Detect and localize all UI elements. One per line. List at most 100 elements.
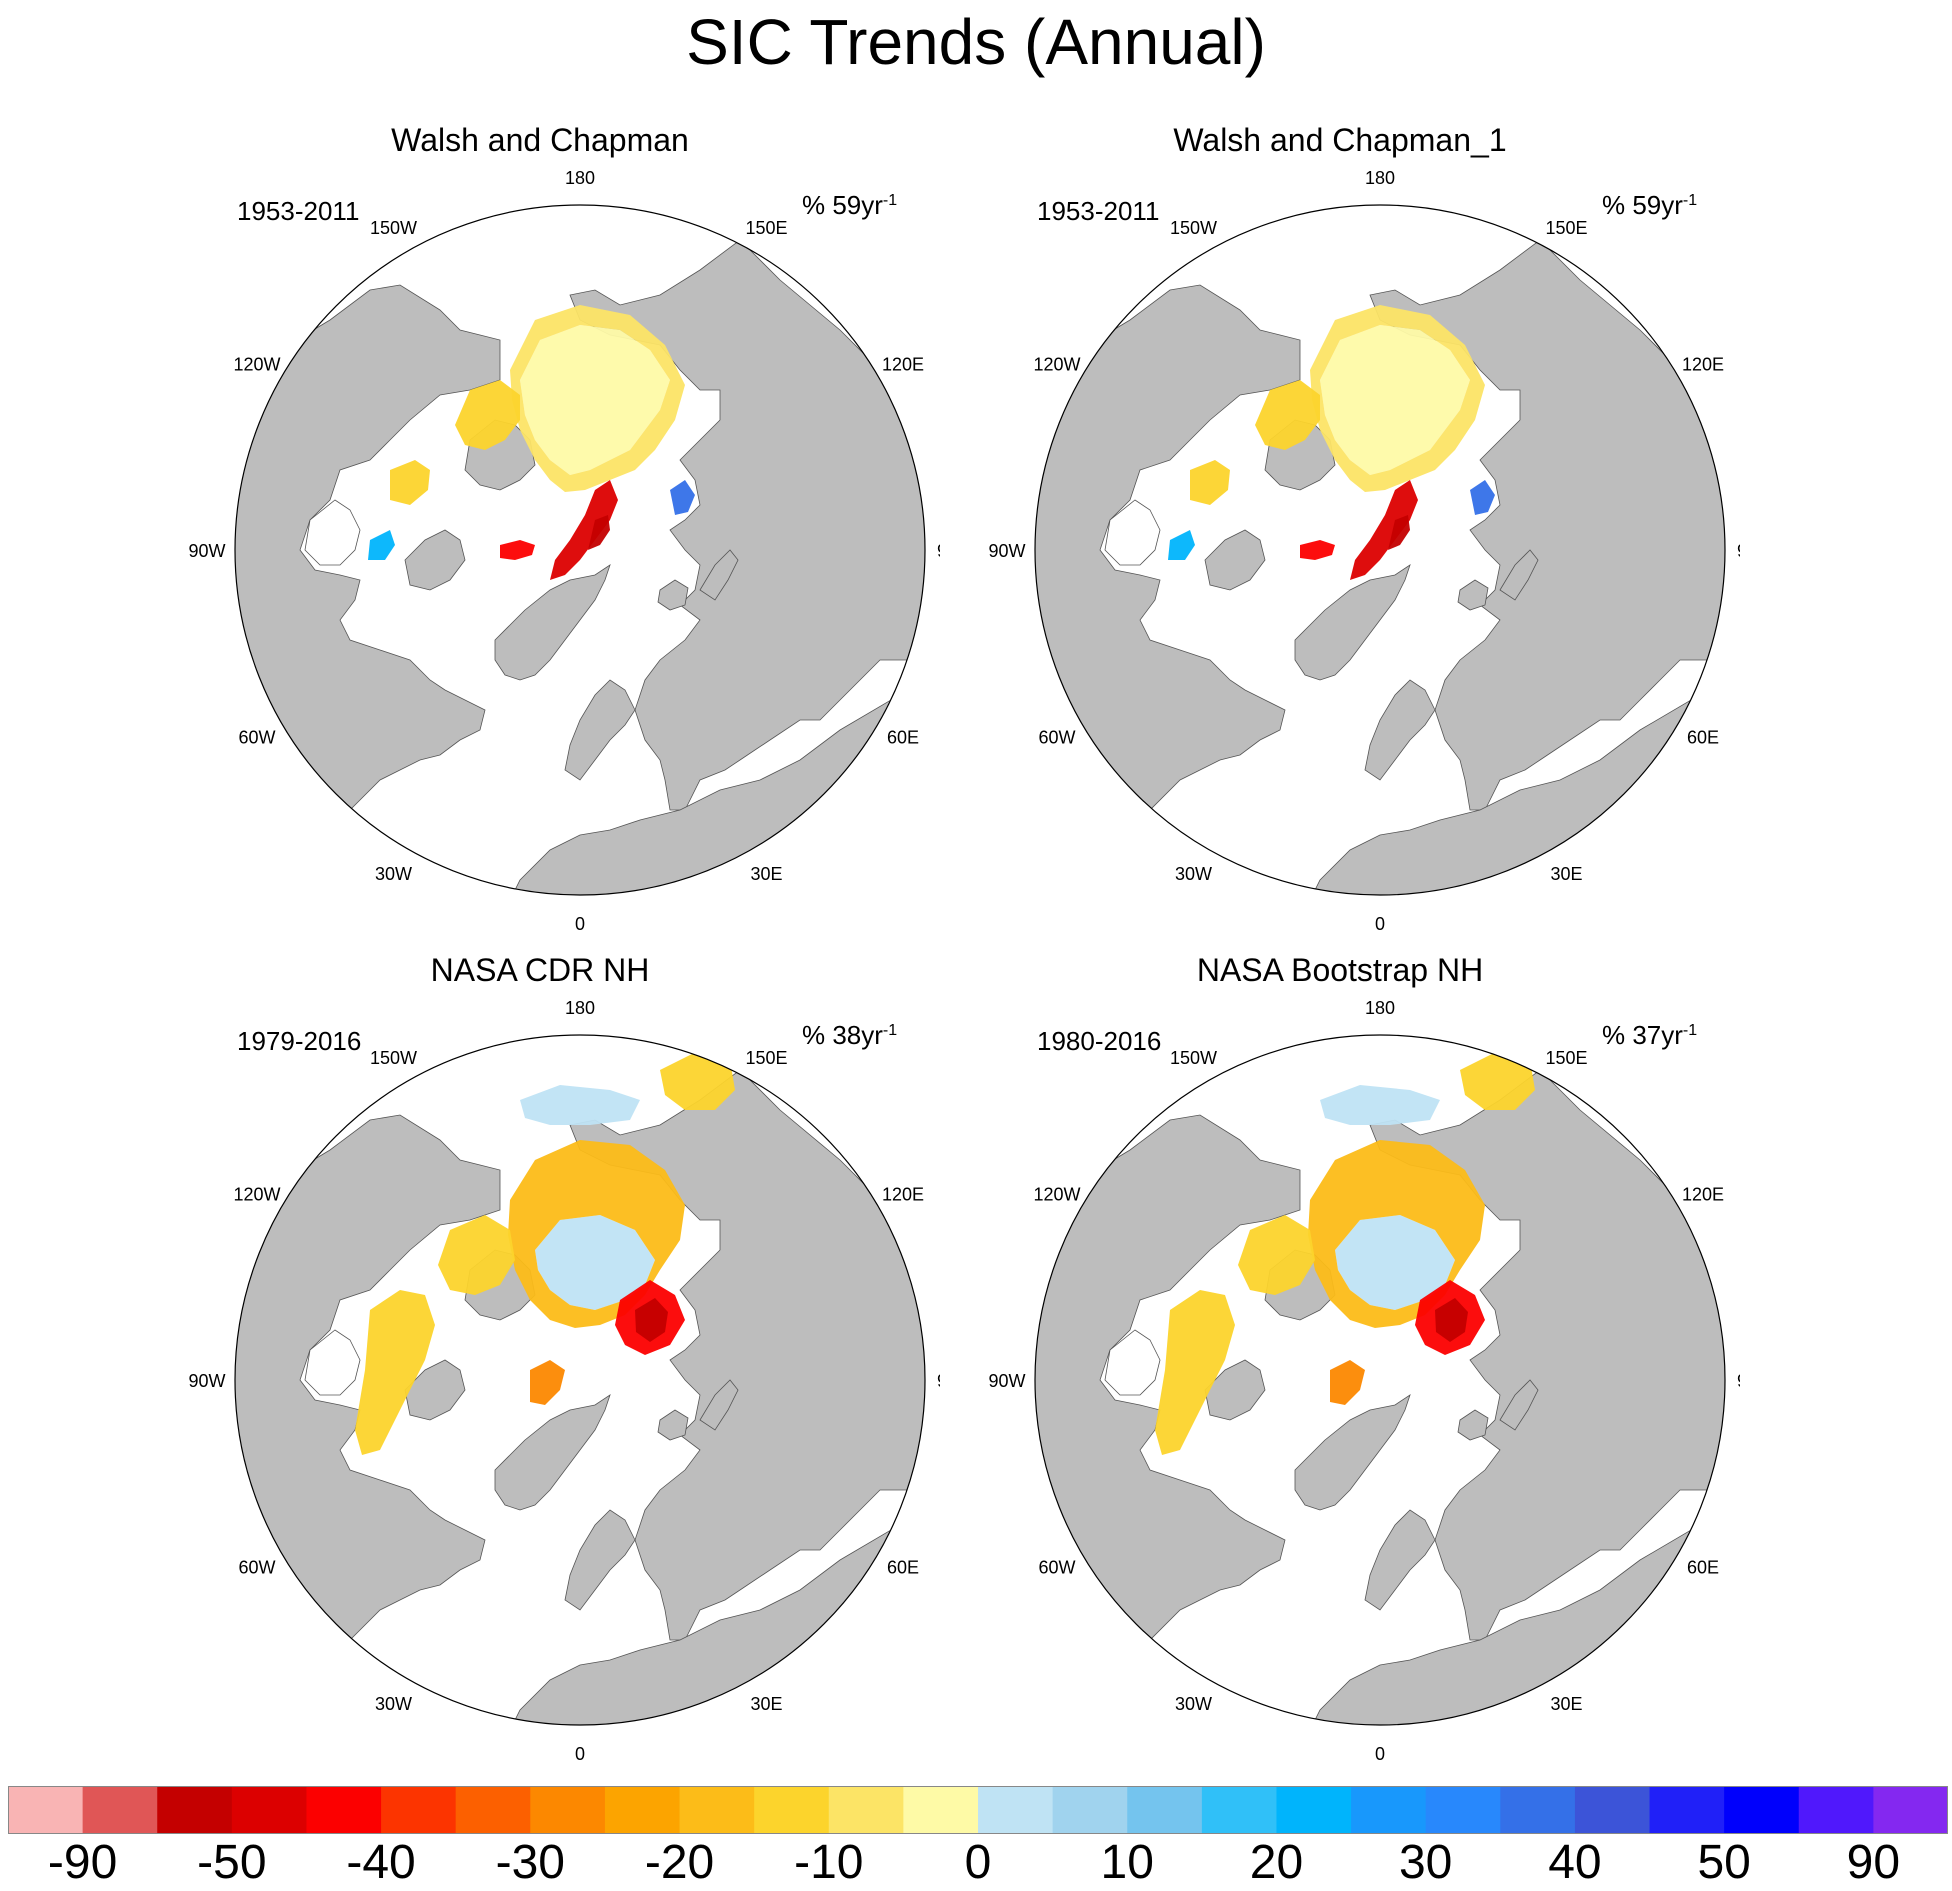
sea-ice-trend-fram <box>588 515 610 550</box>
longitude-label: 120W <box>233 1185 280 1205</box>
colorbar-tick-label: -40 <box>346 1836 416 1889</box>
polar-stereographic-map: 180 150E 120E 90E 60E 30E 0 30W 60W 90W 120W 150W <box>988 168 1740 930</box>
longitude-label: 120W <box>1033 1185 1080 1205</box>
longitude-label: 150E <box>745 1048 787 1068</box>
sea-ice-trend-central <box>1320 325 1470 475</box>
longitude-label: 60E <box>887 728 919 748</box>
polar-stereographic-map: 180 150E 120E 90E 60E 30E 0 30W 60W 90W 120W 150W <box>988 998 1740 1760</box>
greenland-landmass <box>1294 564 1411 681</box>
baffin-island <box>1204 529 1266 591</box>
svalbard-islands <box>657 579 689 611</box>
map-boundary <box>234 1034 926 1726</box>
colorbar-tick-label: -50 <box>197 1836 267 1889</box>
hudson-bay-water <box>304 1329 361 1396</box>
hudson-bay-water <box>1104 1329 1161 1396</box>
longitude-label: 120E <box>882 355 924 375</box>
longitude-label: 60E <box>1687 728 1719 748</box>
colorbar-swatch <box>8 1786 84 1834</box>
sea-ice-trend-central <box>1335 1215 1455 1310</box>
colorbar-swatch <box>1873 1786 1948 1834</box>
colorbar-swatch <box>978 1786 1054 1834</box>
sea-ice-trend-baffin-labrador <box>1155 1290 1235 1455</box>
map-boundary <box>1034 204 1726 896</box>
colorbar-tick-label: 30 <box>1398 1836 1453 1889</box>
greenland-landmass <box>494 1394 611 1511</box>
colorbar-swatch <box>679 1786 755 1834</box>
longitude-label: 30W <box>1175 1694 1212 1714</box>
sea-ice-trend-baffin <box>1190 460 1230 505</box>
longitude-label: 0 <box>575 1744 585 1760</box>
colorbar-swatch <box>530 1786 606 1834</box>
units-label: % 37yr-1 <box>1602 1020 1698 1050</box>
polar-stereographic-map: 180 150E 120E 90E 60E 30E 0 30W 60W 90W 120W 150W <box>188 998 940 1760</box>
polar-stereographic-map: 180 150E 120E 90E 60E 30E 0 30W 60W 90W 120W 150W <box>188 168 940 930</box>
sea-ice-trend-baffin <box>390 460 430 505</box>
novaya-zemlya <box>1499 549 1539 601</box>
longitude-label: 180 <box>565 998 595 1018</box>
colorbar-swatch <box>903 1786 979 1834</box>
map-boundary <box>1034 1034 1726 1726</box>
colorbar-swatch <box>1201 1786 1277 1834</box>
svalbard-islands <box>657 1409 689 1441</box>
novaya-zemlya <box>699 549 739 601</box>
longitude-label: 60W <box>238 728 275 748</box>
sea-ice-trend-barents <box>1470 480 1495 515</box>
longitude-label: 0 <box>1375 1744 1385 1760</box>
period-label: 1980-2016 <box>1037 1026 1162 1056</box>
longitude-label: 150W <box>370 1048 417 1068</box>
colorbar-swatch <box>1351 1786 1427 1834</box>
sea-ice-trend-baffin-labrador <box>355 1290 435 1455</box>
sea-ice-trend-fram <box>1388 515 1410 550</box>
colorbar-swatch <box>1574 1786 1651 1834</box>
sea-ice-trend-greenland-east <box>1350 480 1418 580</box>
longitude-label: 120E <box>1682 1185 1724 1205</box>
longitude-label: 120W <box>1033 355 1080 375</box>
longitude-label: 30W <box>375 864 412 884</box>
colorbar-swatch <box>381 1786 457 1834</box>
map-panel-walsh-chapman: Walsh and Chapman 1953-2011 % 59yr-1 180… <box>140 120 940 930</box>
period-label: 1979-2016 <box>237 1026 362 1056</box>
longitude-label: 90E <box>1737 541 1740 561</box>
longitude-label: 90E <box>1737 1371 1740 1391</box>
sea-ice-trend-archipelago <box>455 380 520 450</box>
colorbar-swatch <box>1127 1786 1203 1834</box>
longitude-label: 90E <box>937 541 940 561</box>
longitude-label: 120E <box>1682 355 1724 375</box>
panel-title: NASA Bootstrap NH <box>1196 952 1484 988</box>
map-panel-walsh-chapman-1: Walsh and Chapman_1 1953-2011 % 59yr-1 1… <box>940 120 1740 930</box>
sea-ice-trend-okhotsk <box>1460 1050 1535 1110</box>
colorbar-tick-label: 20 <box>1249 1836 1304 1889</box>
map-panel-nasa-bootstrap: NASA Bootstrap NH 1980-2016 % 37yr-1 180… <box>940 950 1740 1760</box>
colorbar-tick-label: -90 <box>47 1836 118 1889</box>
longitude-label: 150E <box>1545 218 1587 238</box>
longitude-label: 30E <box>750 864 782 884</box>
longitude-label: 180 <box>1365 998 1395 1018</box>
sea-ice-trend-archipelago <box>438 1215 515 1295</box>
sea-ice-trend-greenland-east <box>530 1360 565 1405</box>
longitude-label: 60W <box>1038 1558 1075 1578</box>
colorbar-swatch <box>1649 1786 1725 1834</box>
colorbar-tick-label: 50 <box>1697 1836 1751 1889</box>
sea-ice-trend-outer <box>1308 1140 1485 1328</box>
longitude-label: 60E <box>1687 1558 1719 1578</box>
units-label: % 38yr-1 <box>802 1020 898 1050</box>
colorbar-swatch <box>1425 1786 1501 1834</box>
longitude-label: 180 <box>565 168 595 188</box>
sea-ice-trend-okhotsk <box>660 1050 735 1110</box>
hudson-bay-water <box>304 499 361 566</box>
colorbar-swatch <box>231 1786 307 1834</box>
scandinavia-landmass <box>1364 1509 1436 1611</box>
sea-ice-trend-east-siberian <box>1320 1085 1440 1125</box>
period-label: 1953-2011 <box>237 196 360 226</box>
sea-ice-trend-central <box>520 325 670 475</box>
sea-ice-trend-outer <box>1310 305 1485 492</box>
longitude-label: 150W <box>1170 1048 1217 1068</box>
colorbar <box>8 1786 1948 1834</box>
map-panel-nasa-cdr: NASA CDR NH 1979-2016 % 38yr-1 180 150E 12… <box>140 950 940 1760</box>
sea-ice-trend-outer <box>510 305 685 492</box>
longitude-label: 120W <box>233 355 280 375</box>
colorbar-tick-label: -10 <box>794 1836 864 1889</box>
sea-ice-trend-archipelago <box>1238 1215 1315 1295</box>
units-label: % 59yr-1 <box>802 190 898 220</box>
novaya-zemlya <box>1499 1379 1539 1431</box>
